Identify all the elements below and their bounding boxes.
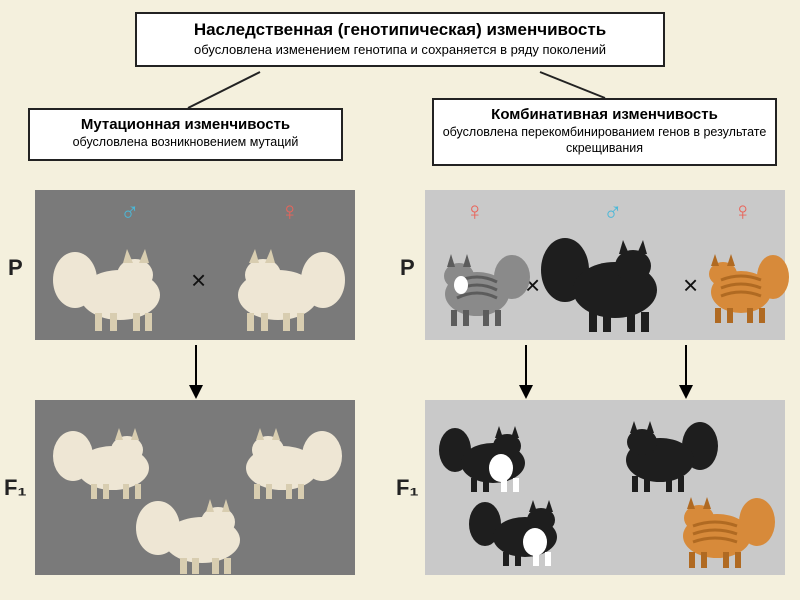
left-branch-box: Мутационная изменчивость обусловлена воз… — [28, 108, 343, 161]
right-arrow2-head-icon — [679, 385, 693, 399]
left-p-label: P — [8, 255, 23, 281]
cat-orange-4 — [657, 478, 782, 573]
left-arrow-head-icon — [189, 385, 203, 399]
right-branch-subtitle: обусловлена перекомбинированием генов в … — [442, 125, 767, 156]
left-f1-panel — [35, 400, 355, 575]
left-branch-subtitle: обусловлена возникновением мутаций — [38, 135, 333, 151]
cat-grey-tabby — [427, 232, 537, 332]
cross-symbol: × — [191, 265, 206, 296]
right-p-label: P — [400, 255, 415, 281]
female-symbol-icon: ♀ — [465, 196, 485, 227]
right-p-panel: ♀ ♂ ♀ × × — [425, 190, 785, 340]
right-f1-label: F₁ — [396, 475, 419, 501]
right-arrow1-stem — [525, 345, 527, 387]
cat-orange-tabby — [693, 232, 793, 332]
right-branch-title: Комбинативная изменчивость — [442, 106, 767, 123]
left-f1-label: F₁ — [4, 475, 27, 501]
header-box: Наследственная (генотипическая) изменчив… — [135, 12, 665, 67]
left-p-panel: ♂ ♀ × — [35, 190, 355, 340]
header-title: Наследственная (генотипическая) изменчив… — [147, 20, 653, 40]
female-symbol-icon: ♀ — [280, 196, 300, 227]
header-subtitle: обусловлена изменением генотипа и сохран… — [147, 42, 653, 57]
cat-cream-offspring-3 — [130, 478, 270, 578]
right-f1-panel — [425, 400, 785, 575]
cat-cream-female — [213, 225, 353, 335]
female-symbol-icon: ♀ — [733, 196, 753, 227]
cat-blackwhite-3 — [465, 482, 585, 574]
left-arrow-stem — [195, 345, 197, 387]
cat-cream-male — [45, 225, 185, 335]
left-branch-title: Мутационная изменчивость — [38, 116, 333, 133]
right-branch-box: Комбинативная изменчивость обусловлена п… — [432, 98, 777, 166]
right-arrow1-head-icon — [519, 385, 533, 399]
right-arrow2-stem — [685, 345, 687, 387]
cat-black-male — [535, 220, 685, 340]
male-symbol-icon: ♂ — [120, 196, 140, 227]
